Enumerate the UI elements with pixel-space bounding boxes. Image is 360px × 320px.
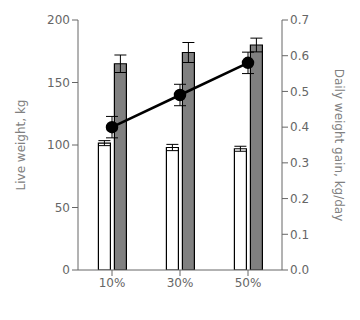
svg-text:200: 200: [47, 13, 70, 27]
svg-text:0.1: 0.1: [290, 228, 309, 242]
svg-text:0: 0: [62, 263, 70, 277]
svg-text:0.4: 0.4: [290, 120, 309, 134]
svg-text:50: 50: [55, 201, 70, 215]
svg-text:Live weight, kg: Live weight, kg: [14, 100, 28, 191]
svg-text:0.7: 0.7: [290, 13, 309, 27]
svg-text:0.0: 0.0: [290, 263, 309, 277]
svg-text:150: 150: [47, 76, 70, 90]
svg-text:0.2: 0.2: [290, 192, 309, 206]
svg-text:10%: 10%: [99, 276, 126, 290]
svg-text:50%: 50%: [235, 276, 262, 290]
svg-text:0.3: 0.3: [290, 156, 309, 170]
svg-text:0.5: 0.5: [290, 85, 309, 99]
svg-text:Daily weight gain, kg/day: Daily weight gain, kg/day: [332, 69, 346, 222]
svg-text:30%: 30%: [167, 276, 194, 290]
svg-text:0.6: 0.6: [290, 49, 309, 63]
svg-text:100: 100: [47, 138, 70, 152]
